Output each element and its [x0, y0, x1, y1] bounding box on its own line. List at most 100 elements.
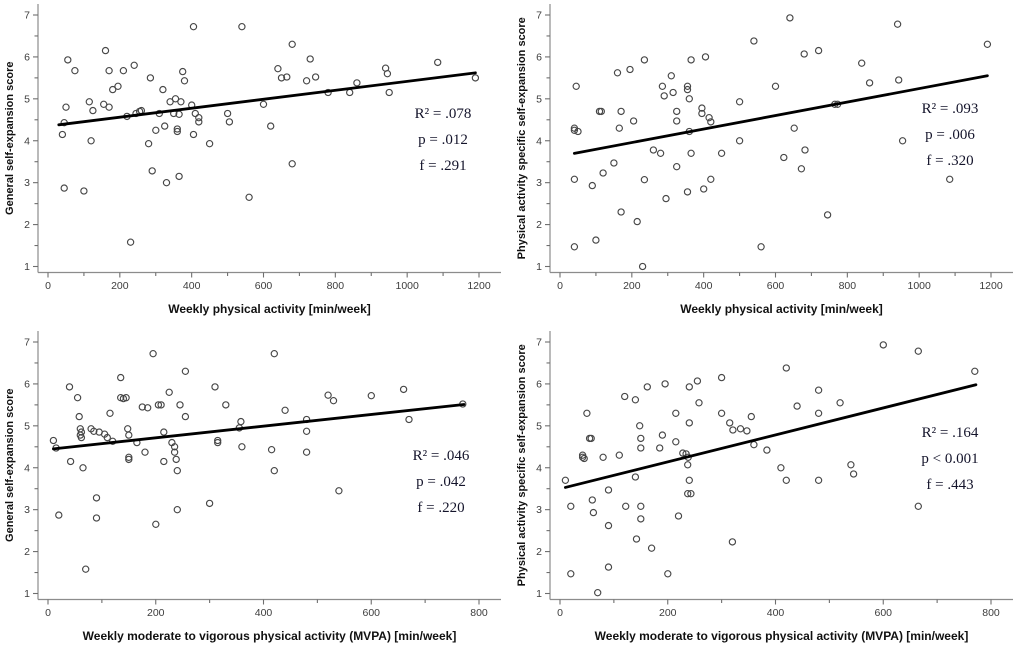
data-point	[222, 401, 230, 409]
data-point	[637, 515, 645, 523]
y-tick-label: 2	[536, 219, 542, 231]
data-point	[594, 589, 602, 597]
data-point	[631, 396, 640, 404]
data-point	[567, 502, 575, 510]
data-point	[750, 441, 758, 449]
regression-line	[57, 71, 477, 127]
data-point	[782, 364, 790, 372]
x-axis-title: Weekly moderate to vigorous physical act…	[595, 629, 969, 643]
x-tick-label: 600	[362, 607, 380, 619]
data-point	[101, 46, 110, 55]
data-point	[172, 455, 180, 464]
y-axis-title: Physical activity specific self-expansio…	[516, 344, 528, 586]
data-point	[683, 82, 692, 90]
x-tick-label: 200	[659, 607, 677, 619]
data-point	[683, 85, 692, 94]
data-point	[814, 409, 823, 417]
data-point	[225, 118, 234, 126]
data-point	[570, 243, 579, 251]
data-point	[750, 37, 758, 45]
data-point	[195, 114, 203, 122]
data-point	[587, 434, 595, 443]
y-tick-label: 6	[536, 378, 542, 390]
stats-line: p = .012	[418, 132, 468, 148]
data-point	[173, 125, 181, 133]
x-tick-label: 0	[45, 607, 51, 619]
data-point	[80, 187, 88, 195]
data-point	[189, 23, 198, 31]
data-point	[100, 100, 108, 108]
panel-top-left: 0 200 400 600 800 1000 1200 1 2 3 4 5 6 7 R² = .078 p =…	[0, 0, 512, 327]
regression-line	[572, 74, 989, 155]
panel-svg-3: 0 200 400 600 800 1 2 3 4 5 6 7 R² = .164 p < 0.001 f …	[516, 331, 1013, 643]
data-point	[49, 436, 58, 445]
data-point	[125, 453, 133, 461]
x-axis-title: Weekly moderate to vigorous physical act…	[83, 629, 457, 643]
data-point	[302, 427, 311, 435]
data-point	[237, 417, 245, 426]
y-tick-label: 5	[24, 93, 30, 105]
data-point	[589, 508, 598, 517]
data-point	[166, 98, 174, 106]
data-point	[87, 137, 95, 145]
data-point	[735, 98, 744, 106]
data-point	[146, 74, 155, 82]
data-point	[399, 385, 408, 394]
data-point	[170, 448, 179, 456]
data-point	[610, 159, 618, 167]
data-point	[717, 409, 726, 417]
data-point	[122, 394, 130, 402]
data-point	[615, 451, 623, 459]
data-point	[353, 79, 361, 87]
y-tick-label: 7	[24, 10, 30, 22]
x-tick-label: 600	[255, 280, 273, 292]
data-point	[105, 67, 113, 75]
data-point	[643, 383, 651, 391]
data-point	[647, 544, 656, 552]
data-point	[583, 409, 591, 417]
data-point	[735, 137, 744, 145]
data-point	[914, 502, 922, 510]
data-point	[561, 476, 570, 484]
data-point	[92, 494, 101, 502]
data-point	[125, 431, 133, 439]
data-point	[674, 512, 683, 520]
x-tick-label: 400	[695, 280, 713, 292]
data-point	[667, 72, 675, 80]
data-point	[77, 433, 86, 442]
data-point	[632, 535, 641, 543]
data-point	[685, 419, 693, 427]
data-point	[277, 74, 286, 82]
regression-line	[51, 403, 466, 451]
panel-bottom-right: 0 200 400 600 800 1 2 3 4 5 6 7 R² = .164 p < 0.001 f …	[512, 327, 1024, 654]
data-point	[92, 514, 101, 522]
data-point	[73, 394, 82, 402]
data-point	[700, 185, 708, 193]
data-point	[124, 425, 132, 433]
data-point	[729, 426, 737, 434]
y-tick-label: 7	[536, 337, 542, 349]
y-tick-label: 1	[536, 588, 542, 600]
stats-line: p = .006	[925, 127, 975, 143]
x-tick-label: 200	[623, 280, 641, 292]
data-point	[898, 137, 907, 145]
stats-line: f = .220	[417, 500, 464, 516]
data-point	[747, 412, 755, 421]
data-point	[191, 109, 199, 118]
y-tick-label: 6	[536, 51, 542, 63]
stats-line: f = .291	[419, 158, 466, 174]
x-axis-title: Weekly physical activity [min/week]	[680, 302, 883, 316]
x-tick-label: 400	[767, 607, 785, 619]
data-point	[693, 377, 702, 385]
data-point	[141, 448, 149, 456]
x-tick-label: 400	[183, 280, 201, 292]
data-point	[588, 181, 596, 190]
data-point	[205, 140, 214, 148]
data-point	[173, 127, 181, 136]
y-tick-label: 2	[24, 219, 30, 231]
data-point	[679, 449, 687, 457]
y-tick-label: 3	[536, 504, 542, 516]
data-point	[658, 431, 667, 439]
data-point	[288, 40, 296, 48]
